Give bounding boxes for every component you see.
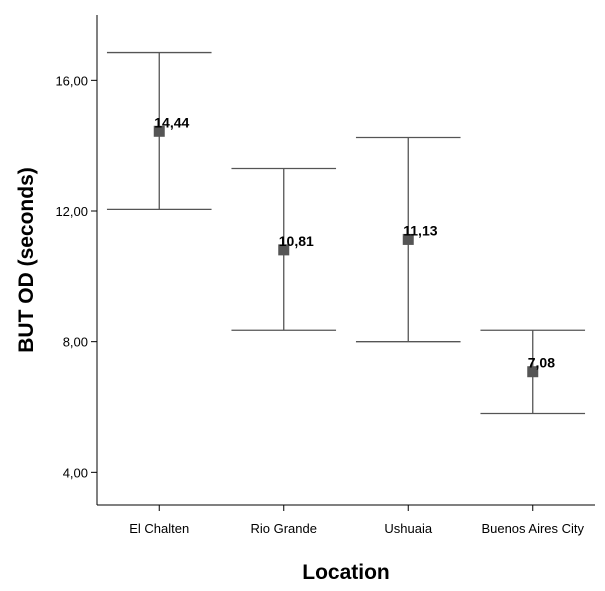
y-tick-label: 8,00 [63,335,88,350]
mean-data-label: 7,08 [528,355,555,371]
x-tick-label: Ushuaia [384,521,432,536]
y-axis-title: BUT OD (seconds) [15,167,38,353]
y-tick-label: 12,00 [55,204,88,219]
y-ticks: 4,00 8,00 12,00 16,00 [55,73,97,480]
x-axis-title: Location [302,561,390,584]
x-tick-label: Buenos Aires City [481,521,584,536]
x-tick-label: El Chalten [129,521,189,536]
mean-data-label: 10,81 [279,233,314,249]
mean-marker [527,366,539,378]
mean-marker [278,244,290,256]
mean-marker [153,125,165,137]
x-tick-label: Rio Grande [251,521,317,536]
mean-marker [402,233,414,245]
y-tick-label: 16,00 [55,73,88,88]
axes [96,15,595,506]
data-series: 14,44 10,81 11,13 7,08 [106,51,586,415]
x-ticks: El Chalten Rio Grande Ushuaia Buenos Aires … [129,505,585,536]
mean-data-label: 11,13 [403,222,437,238]
mean-data-label: 14,44 [154,114,189,130]
y-tick-label: 4,00 [63,465,88,480]
